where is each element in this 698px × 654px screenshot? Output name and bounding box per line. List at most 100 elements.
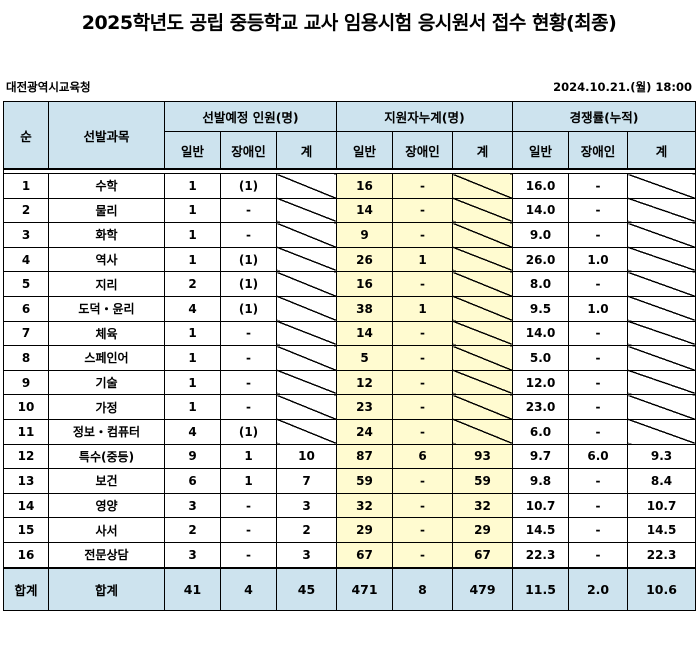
ratio-disabled: - [568, 320, 629, 347]
planned-total: 2 [275, 517, 338, 543]
ratio-total [627, 222, 697, 248]
table-row: 5 지리 2 (1) 16-8.0- [3, 271, 697, 297]
applicants-disabled: - [392, 394, 454, 420]
applicants-disabled: - [392, 320, 454, 347]
planned-disabled: 1 [220, 468, 277, 494]
row-subject: 역사 [48, 246, 165, 273]
ratio-total [627, 197, 697, 224]
ratio-disabled: - [568, 517, 629, 543]
applicants-total [452, 394, 514, 420]
ratio-general: 14.5 [512, 517, 570, 543]
planned-general: 4 [164, 418, 221, 445]
applicants-total [452, 369, 514, 396]
ratio-general: 9.7 [512, 443, 570, 470]
row-subject: 화학 [48, 222, 165, 248]
planned-disabled: (1) [220, 418, 277, 445]
planned-total [275, 320, 338, 347]
applicants-general: 67 [336, 541, 394, 569]
applicants-total: 59 [452, 468, 514, 494]
ratio-general: 14.0 [512, 197, 570, 224]
row-subject: 기술 [48, 369, 165, 396]
header-seq: 순 [3, 101, 49, 170]
row-subject: 체육 [48, 320, 165, 347]
row-seq: 9 [3, 369, 49, 396]
planned-total: 3 [275, 492, 338, 519]
planned-general: 1 [164, 197, 221, 224]
ratio-total [627, 345, 697, 371]
ratio-total: 9.3 [627, 443, 697, 470]
applicants-general: 5 [336, 345, 394, 371]
applicants-disabled: 1 [392, 246, 454, 273]
planned-general: 6 [164, 468, 221, 494]
planned-general: 1 [164, 320, 221, 347]
planned-total [275, 197, 338, 224]
applicants-general: 14 [336, 197, 394, 224]
row-seq: 4 [3, 246, 49, 273]
applicants-total [452, 246, 514, 273]
applicants-disabled: - [392, 541, 454, 569]
total-ratio-disabled: 2.0 [568, 566, 629, 611]
row-subject: 수학 [48, 173, 165, 199]
applicants-general: 9 [336, 222, 394, 248]
row-subject: 도덕・윤리 [48, 295, 165, 322]
total-planned-disabled: 4 [220, 566, 277, 611]
planned-total: 3 [275, 541, 338, 569]
application-status-table: 순 선발과목 선발예정 인원(명) 지원자누계(명) 경쟁률(누적) 일반 장애… [2, 101, 697, 611]
planned-disabled: (1) [220, 173, 277, 199]
ratio-total [627, 320, 697, 347]
row-seq: 8 [3, 345, 49, 371]
row-seq: 15 [3, 517, 49, 543]
ratio-total: 22.3 [627, 541, 697, 569]
table-row: 2 물리 1-14-14.0- [3, 197, 697, 224]
ratio-total: 14.5 [627, 517, 697, 543]
applicants-disabled: - [392, 369, 454, 396]
applicants-disabled: - [392, 345, 454, 371]
ratio-disabled: - [568, 468, 629, 494]
planned-disabled: - [220, 320, 277, 347]
planned-general: 1 [164, 345, 221, 371]
ratio-total [627, 369, 697, 396]
ratio-disabled: - [568, 418, 629, 445]
planned-general: 3 [164, 492, 221, 519]
planned-disabled: - [220, 517, 277, 543]
planned-total [275, 271, 338, 297]
planned-total: 7 [275, 468, 338, 494]
ratio-disabled: - [568, 222, 629, 248]
ratio-general: 6.0 [512, 418, 570, 445]
applicants-disabled: - [392, 271, 454, 297]
row-subject: 사서 [48, 517, 165, 543]
row-subject: 영양 [48, 492, 165, 519]
office-name: 대전광역시교육청 [6, 80, 91, 94]
ratio-general: 14.0 [512, 320, 570, 347]
table-row: 1 수학 1 (1) 16-16.0- [3, 173, 697, 199]
applicants-general: 26 [336, 246, 394, 273]
applicants-general: 16 [336, 271, 394, 297]
report-datetime: 2024.10.21.(월) 18:00 [553, 80, 692, 94]
ratio-total [627, 295, 697, 322]
planned-disabled: (1) [220, 246, 277, 273]
planned-disabled: - [220, 345, 277, 371]
header-applicants-general: 일반 [336, 131, 394, 170]
total-applicants-total: 479 [452, 566, 514, 611]
applicants-general: 32 [336, 492, 394, 519]
row-subject: 보건 [48, 468, 165, 494]
total-ratio-total: 10.6 [627, 566, 697, 611]
applicants-total [452, 222, 514, 248]
planned-total [275, 369, 338, 396]
applicants-total: 67 [452, 541, 514, 569]
row-seq: 7 [3, 320, 49, 347]
table-row: 15 사서 2-2 29-29 14.5-14.5 [3, 517, 697, 543]
applicants-disabled: - [392, 492, 454, 519]
applicants-disabled: - [392, 517, 454, 543]
planned-disabled: - [220, 492, 277, 519]
header-applicants-disabled: 장애인 [392, 131, 454, 170]
table-row: 10 가정 1-23-23.0- [3, 394, 697, 420]
planned-total [275, 394, 338, 420]
row-subject: 지리 [48, 271, 165, 297]
planned-disabled: (1) [220, 271, 277, 297]
applicants-disabled: 1 [392, 295, 454, 322]
planned-general: 1 [164, 173, 221, 199]
table-row: 13 보건 6 1 7 59-59 9.8-8.4 [3, 468, 697, 494]
row-seq: 10 [3, 394, 49, 420]
row-subject: 물리 [48, 197, 165, 224]
